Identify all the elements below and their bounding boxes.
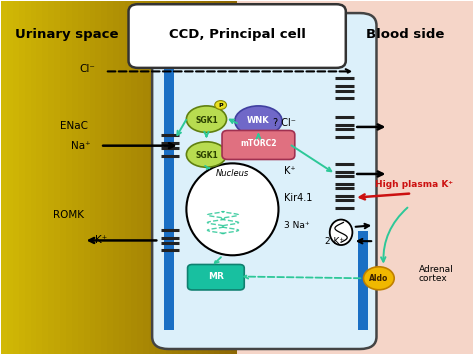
Ellipse shape xyxy=(330,220,352,245)
Bar xyxy=(84,1,90,354)
FancyBboxPatch shape xyxy=(128,4,346,68)
Bar xyxy=(54,1,60,354)
Bar xyxy=(42,1,48,354)
Ellipse shape xyxy=(364,267,394,290)
Bar xyxy=(107,1,113,354)
Bar xyxy=(90,1,95,354)
Bar xyxy=(172,1,178,354)
Bar xyxy=(208,1,214,354)
Text: P: P xyxy=(219,103,223,108)
FancyBboxPatch shape xyxy=(188,264,244,290)
Bar xyxy=(13,1,19,354)
Bar xyxy=(30,1,36,354)
Text: CCD, Principal cell: CCD, Principal cell xyxy=(169,28,306,41)
Ellipse shape xyxy=(215,100,227,109)
FancyBboxPatch shape xyxy=(152,13,376,349)
Text: Na⁺: Na⁺ xyxy=(71,141,91,151)
Text: ENaC: ENaC xyxy=(60,121,88,131)
Bar xyxy=(231,1,237,354)
Bar xyxy=(178,1,184,354)
Text: cortex: cortex xyxy=(419,274,448,283)
Bar xyxy=(164,33,174,329)
Bar xyxy=(137,1,143,354)
Text: Blood side: Blood side xyxy=(365,28,444,41)
Text: Kir4.1: Kir4.1 xyxy=(284,193,313,203)
Bar xyxy=(72,1,78,354)
Bar xyxy=(25,1,30,354)
Bar xyxy=(225,1,231,354)
Bar xyxy=(155,1,160,354)
Text: Adrenal: Adrenal xyxy=(419,265,454,274)
Text: 3 Na⁺: 3 Na⁺ xyxy=(284,221,310,230)
Text: Urinary space: Urinary space xyxy=(15,28,119,41)
Ellipse shape xyxy=(186,142,227,167)
Bar xyxy=(237,1,474,354)
Text: K⁺: K⁺ xyxy=(284,166,296,176)
Bar xyxy=(160,1,166,354)
Text: mTORC2: mTORC2 xyxy=(240,140,277,148)
Bar xyxy=(166,1,172,354)
Bar xyxy=(202,1,208,354)
Bar xyxy=(190,1,196,354)
Bar xyxy=(95,1,101,354)
Bar xyxy=(149,1,155,354)
Bar xyxy=(143,1,149,354)
Bar xyxy=(36,1,42,354)
Bar xyxy=(60,1,66,354)
Bar xyxy=(125,1,131,354)
Bar xyxy=(119,1,125,354)
Bar xyxy=(131,1,137,354)
Text: Cl⁻: Cl⁻ xyxy=(80,64,95,73)
Bar xyxy=(66,1,72,354)
FancyBboxPatch shape xyxy=(222,131,295,159)
Bar xyxy=(219,1,225,354)
Text: WNK: WNK xyxy=(247,116,270,125)
Bar xyxy=(113,1,119,354)
Text: SGK1: SGK1 xyxy=(195,151,218,160)
Text: Aldo: Aldo xyxy=(369,274,389,283)
Text: High plasma K⁺: High plasma K⁺ xyxy=(375,180,453,189)
Bar xyxy=(7,1,13,354)
Text: ? Cl⁻: ? Cl⁻ xyxy=(273,118,295,128)
Text: 2 K⁺: 2 K⁺ xyxy=(325,237,344,246)
Bar xyxy=(1,1,7,354)
Bar xyxy=(48,1,54,354)
Ellipse shape xyxy=(235,106,282,136)
Bar xyxy=(214,1,219,354)
Bar xyxy=(101,1,107,354)
Text: Nucleus: Nucleus xyxy=(216,169,249,179)
Bar xyxy=(184,1,190,354)
Bar xyxy=(196,1,202,354)
Text: MR: MR xyxy=(208,272,224,281)
Bar xyxy=(19,1,25,354)
Text: ROMK: ROMK xyxy=(53,210,84,220)
Bar xyxy=(357,230,368,329)
Ellipse shape xyxy=(186,106,227,132)
Text: K⁺: K⁺ xyxy=(95,235,107,245)
Bar xyxy=(78,1,84,354)
Text: SGK1: SGK1 xyxy=(195,116,218,125)
Ellipse shape xyxy=(186,163,279,255)
